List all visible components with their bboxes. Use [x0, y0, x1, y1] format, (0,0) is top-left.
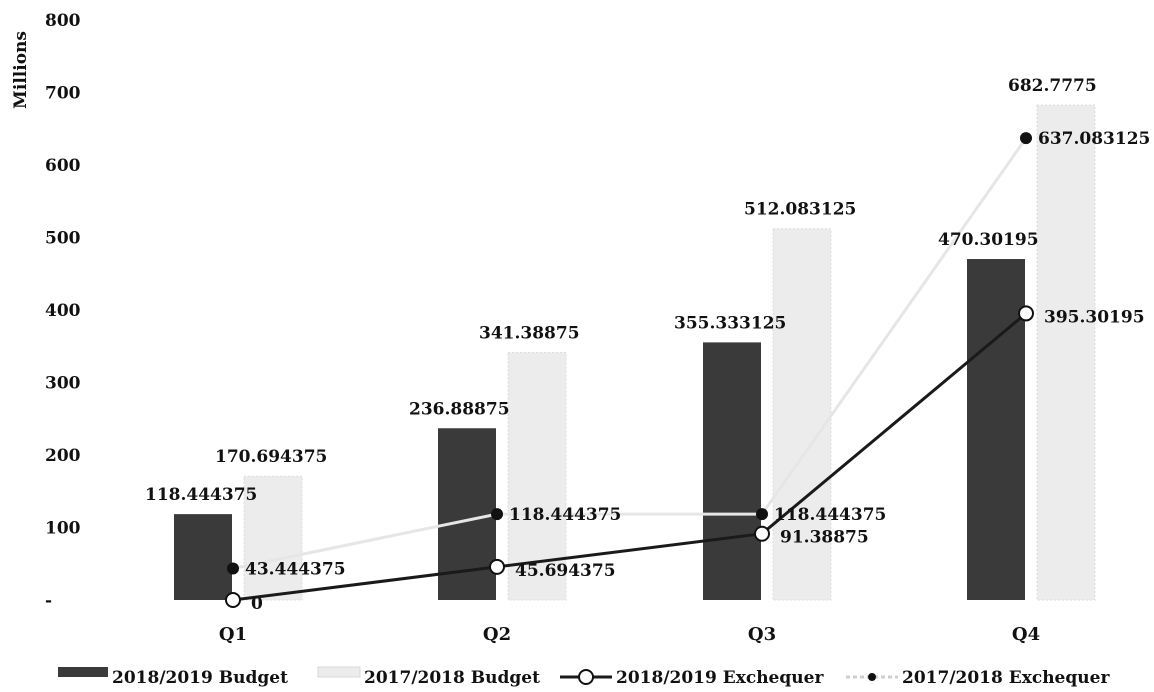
point-label-2017-2018-exchequer: 118.444375 — [509, 505, 621, 525]
bar-label-2018-2019-budget: 355.333125 — [674, 313, 786, 333]
y-tick-label: 200 — [45, 446, 81, 466]
bar-label-2018-2019-budget: 236.88875 — [409, 399, 510, 419]
legend-label-2018-2019-budget: 2018/2019 Budget — [112, 668, 288, 688]
x-tick-label: Q3 — [748, 624, 776, 645]
x-axis: Q1 Q2 Q3 Q4 — [219, 624, 1040, 645]
bar-2018-2019-budget — [967, 259, 1025, 600]
marker-2017-2018-exchequer — [1020, 132, 1032, 145]
point-label-2018-2019-exchequer: 45.694375 — [515, 561, 616, 581]
legend-marker-2018-2019-exchequer — [578, 669, 594, 685]
legend-swatch-2018-2019-budget — [58, 667, 108, 677]
y-axis: - 100 200 300 400 500 600 700 800 — [45, 11, 81, 611]
y-tick-label: 700 — [45, 84, 81, 104]
lines — [225, 132, 1034, 608]
y-tick-label: 100 — [45, 519, 81, 539]
marker-2018-2019-exchequer — [1018, 305, 1034, 322]
point-label-2018-2019-exchequer: 0 — [251, 594, 263, 614]
line-2018-2019-exchequer — [232, 312, 1027, 602]
marker-2017-2018-exchequer — [491, 508, 503, 521]
bar-label-2018-2019-budget: 470.30195 — [938, 230, 1039, 250]
legend-label-2017-2018-budget: 2017/2018 Budget — [364, 668, 540, 688]
bars — [174, 104, 1096, 601]
legend-swatch-2017-2018-budget — [317, 666, 361, 678]
y-tick-label: 600 — [45, 156, 81, 176]
y-axis-label: Millions — [11, 31, 31, 109]
marker-2018-2019-exchequer — [489, 558, 505, 575]
line-2017-2018-exchequer — [232, 137, 1028, 570]
legend-marker-2017-2018-exchequer — [868, 673, 876, 681]
legend-label-2018-2019-exchequer: 2018/2019 Exchequer — [616, 668, 824, 688]
y-tick-label: - — [45, 591, 52, 611]
point-label-2017-2018-exchequer: 118.444375 — [774, 505, 886, 525]
point-label-2018-2019-exchequer: 395.30195 — [1044, 307, 1145, 327]
bar-label-2017-2018-budget: 682.7775 — [1008, 76, 1097, 96]
bar-2017-2018-budget — [1036, 104, 1096, 601]
bar-2017-2018-budget — [772, 228, 832, 601]
bar-label-2017-2018-budget: 512.083125 — [744, 200, 856, 220]
point-label-2017-2018-exchequer: 637.083125 — [1038, 129, 1150, 149]
y-tick-label: 400 — [45, 301, 81, 321]
bar-2018-2019-budget — [703, 342, 761, 600]
marker-2017-2018-exchequer — [756, 508, 768, 521]
x-tick-label: Q4 — [1012, 624, 1040, 645]
bar-2018-2019-budget — [174, 514, 232, 600]
y-tick-label: 300 — [45, 374, 81, 394]
bar-label-2018-2019-budget: 118.444375 — [145, 485, 257, 505]
marker-2018-2019-exchequer — [225, 592, 241, 608]
legend: 2018/2019 Budget 2017/2018 Budget 2018/201… — [58, 666, 1110, 688]
y-tick-label: 500 — [45, 229, 81, 249]
y-tick-label: 800 — [45, 11, 81, 31]
legend-label-2017-2018-exchequer: 2017/2018 Exchequer — [902, 668, 1110, 688]
bar-label-2017-2018-budget: 170.694375 — [215, 447, 327, 467]
x-tick-label: Q1 — [219, 624, 247, 645]
marker-2017-2018-exchequer — [227, 562, 239, 575]
bar-label-2017-2018-budget: 341.38875 — [479, 323, 580, 343]
x-tick-label: Q2 — [483, 624, 511, 645]
bar-2017-2018-budget — [243, 475, 303, 601]
data-labels: 118.444375 170.694375 236.88875 341.38875 35… — [145, 76, 1150, 614]
point-label-2018-2019-exchequer: 91.38875 — [780, 528, 869, 548]
point-label-2017-2018-exchequer: 43.444375 — [245, 560, 346, 580]
marker-2018-2019-exchequer — [754, 525, 770, 542]
